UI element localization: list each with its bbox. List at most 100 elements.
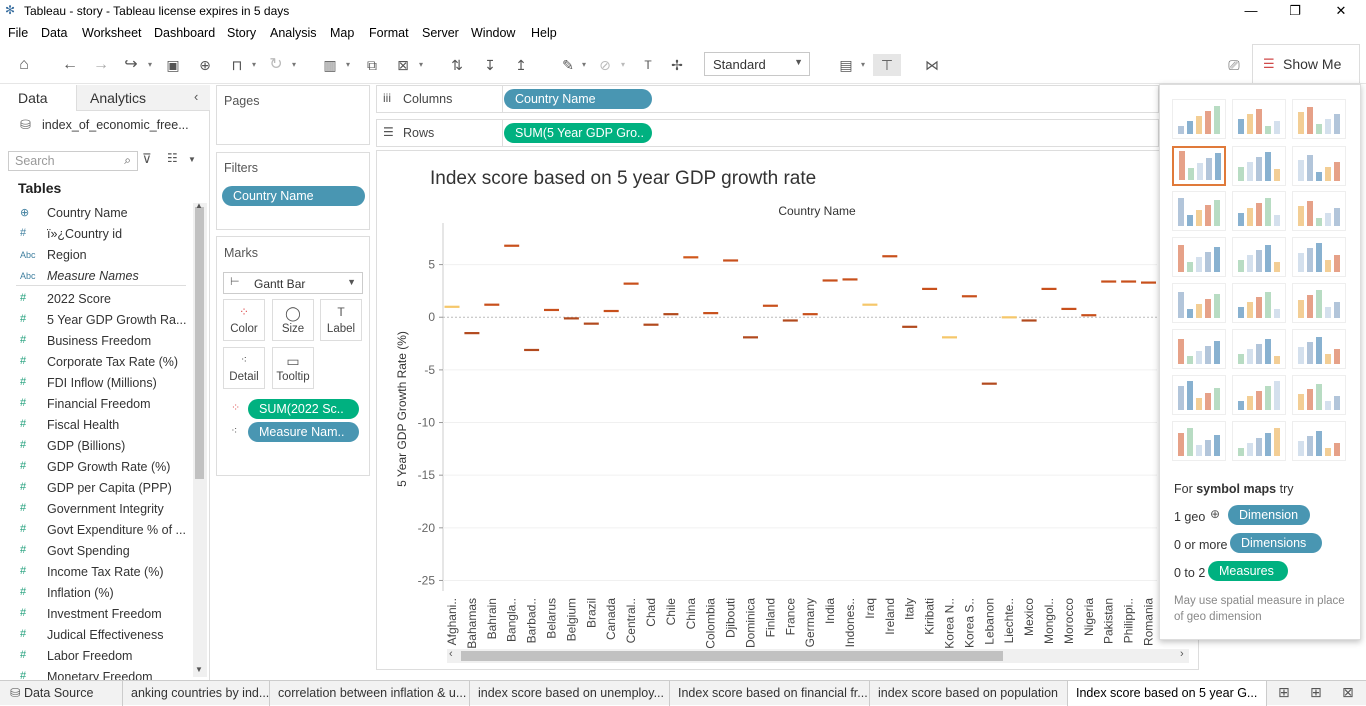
horizontal-scrollbar-thumb[interactable] [461, 651, 1003, 661]
filter-icon[interactable]: ⊽ [142, 151, 152, 166]
home-icon[interactable]: ⌂ [19, 56, 29, 73]
format-paint-icon[interactable]: ⎚ [1228, 57, 1240, 73]
presentation-mode-icon[interactable]: ⊤ [873, 54, 901, 76]
clear-dropdown-icon[interactable]: ▾ [419, 60, 424, 69]
search-input[interactable]: Search ⌕ [8, 151, 138, 171]
tab-sheet-6-active[interactable]: Index score based on 5 year G... [1068, 681, 1267, 706]
clear-sheet-icon[interactable]: ⊠ [397, 57, 409, 73]
chart-type-thumb[interactable] [1292, 99, 1346, 139]
menu-help[interactable]: Help [531, 26, 557, 40]
sort-ascending-icon[interactable]: ↧ [484, 57, 496, 73]
marks-pill-2022-score[interactable]: SUM(2022 Sc.. [248, 399, 359, 419]
fix-axes-icon[interactable]: ✢ [671, 57, 683, 73]
chart-type-thumb[interactable] [1232, 375, 1286, 415]
detail-button[interactable]: ⁖ Detail [223, 347, 265, 389]
group-icon[interactable]: ⊘ [599, 57, 611, 73]
new-worksheet-tab-icon[interactable]: ⊞ [1278, 684, 1290, 700]
fit-dropdown[interactable]: Standard ▼ [704, 52, 810, 76]
datasource-name[interactable]: index_of_economic_free... [42, 118, 189, 132]
restore-button[interactable]: ❐ [1289, 3, 1301, 18]
tab-data[interactable]: Data [18, 90, 48, 106]
chart-type-thumb[interactable] [1172, 146, 1226, 186]
menu-story[interactable]: Story [227, 26, 257, 40]
pages-shelf[interactable]: Pages [216, 85, 370, 145]
scroll-right-icon[interactable]: › [1180, 648, 1184, 660]
mark-type-dropdown[interactable]: ⊢ Gantt Bar ▼ [223, 272, 363, 294]
menu-analysis[interactable]: Analysis [270, 26, 317, 40]
filter-pill-country-name[interactable]: Country Name [222, 186, 365, 206]
menu-window[interactable]: Window [471, 26, 516, 40]
menu-worksheet[interactable]: Worksheet [82, 26, 142, 40]
chart-type-thumb[interactable] [1292, 329, 1346, 369]
size-button[interactable]: ◯ Size [272, 299, 314, 341]
tab-sheet-2[interactable]: correlation between inflation & u... [270, 681, 470, 706]
redo-icon[interactable]: → [93, 56, 109, 73]
pause-dropdown-icon[interactable]: ▾ [252, 60, 257, 69]
tab-sheet-5[interactable]: index score based on population [870, 681, 1068, 706]
tab-analytics[interactable]: Analytics [90, 90, 147, 106]
tab-data-source[interactable]: ⛁ Data Source [0, 681, 123, 706]
rows-pill-gdp-growth[interactable]: SUM(5 Year GDP Gro.. [504, 123, 652, 143]
share-icon[interactable]: ⋈ [925, 57, 939, 73]
chart-type-thumb[interactable] [1292, 283, 1346, 323]
save-icon[interactable]: ▣ [166, 57, 180, 73]
menu-dashboard[interactable]: Dashboard [154, 26, 216, 40]
pause-updates-icon[interactable]: ⊓ [231, 57, 243, 73]
scrollbar-track[interactable]: ▲ ▼ [193, 201, 207, 677]
chart-type-thumb[interactable] [1172, 237, 1226, 277]
new-story-tab-icon[interactable]: ⊠ [1342, 684, 1354, 700]
tab-sheet-1[interactable]: anking countries by ind... [123, 681, 270, 706]
scroll-up-icon[interactable]: ▲ [195, 201, 203, 210]
chart-type-thumb[interactable] [1232, 421, 1286, 461]
horizontal-scrollbar[interactable]: ‹ › [447, 648, 1189, 663]
replay-dropdown-icon[interactable]: ▾ [148, 60, 153, 69]
chart-type-thumb[interactable] [1292, 375, 1346, 415]
show-cards-icon[interactable]: ▤ [839, 57, 853, 73]
new-worksheet-dropdown-icon[interactable]: ▾ [346, 60, 351, 69]
show-cards-dropdown-icon[interactable]: ▾ [861, 60, 866, 69]
columns-shelf[interactable]: iii Columns Country Name [376, 85, 1159, 113]
collapse-pane-icon[interactable]: ‹ [194, 89, 199, 104]
show-labels-icon[interactable]: T [644, 58, 652, 72]
scroll-left-icon[interactable]: ‹ [449, 648, 453, 660]
close-button[interactable]: ✕ [1335, 3, 1347, 18]
minimize-button[interactable]: — [1244, 3, 1258, 18]
chart-type-thumb[interactable] [1232, 191, 1286, 231]
menu-file[interactable]: File [8, 26, 29, 40]
highlight-icon[interactable]: ✎ [562, 57, 574, 73]
view-toggle-icon[interactable]: ☷ [167, 151, 178, 165]
scroll-down-icon[interactable]: ▼ [195, 665, 203, 674]
rows-shelf[interactable]: ☰ Rows SUM(5 Year GDP Gro.. [376, 119, 1159, 147]
new-dashboard-tab-icon[interactable]: ⊞ [1310, 684, 1322, 700]
columns-pill-country-name[interactable]: Country Name [504, 89, 652, 109]
marks-pill-measure-names[interactable]: Measure Nam.. [248, 422, 359, 442]
scrollbar-thumb[interactable] [195, 207, 204, 479]
undo-icon[interactable]: ← [62, 56, 78, 73]
chart-type-thumb[interactable] [1292, 421, 1346, 461]
chart-type-thumb[interactable] [1232, 329, 1286, 369]
replay-icon[interactable]: ↪ [124, 56, 138, 73]
chart-type-thumb[interactable] [1232, 237, 1286, 277]
chart-type-thumb[interactable] [1172, 375, 1226, 415]
menu-data[interactable]: Data [41, 26, 68, 40]
menu-server[interactable]: Server [422, 26, 459, 40]
group-dropdown-icon[interactable]: ▾ [621, 60, 626, 69]
chart-type-thumb[interactable] [1172, 421, 1226, 461]
chart-type-thumb[interactable] [1292, 146, 1346, 186]
chart-type-thumb[interactable] [1292, 191, 1346, 231]
new-datasource-icon[interactable]: ⊕ [199, 57, 211, 73]
refresh-icon[interactable]: ↻ [269, 56, 283, 73]
menu-map[interactable]: Map [330, 26, 355, 40]
duplicate-sheet-icon[interactable]: ⧉ [367, 57, 377, 73]
tab-sheet-4[interactable]: Index score based on financial fr... [670, 681, 870, 706]
new-worksheet-icon[interactable]: ▥ [323, 57, 337, 73]
chart-type-thumb[interactable] [1172, 99, 1226, 139]
filters-shelf[interactable]: Filters Country Name [216, 152, 370, 230]
chart-type-thumb[interactable] [1232, 283, 1286, 323]
chart-type-thumb[interactable] [1292, 237, 1346, 277]
show-me-button[interactable]: ☰ Show Me [1252, 44, 1360, 83]
chart-type-thumb[interactable] [1172, 283, 1226, 323]
chart-type-thumb[interactable] [1232, 146, 1286, 186]
tooltip-button[interactable]: ▭ Tooltip [272, 347, 314, 389]
sort-descending-icon[interactable]: ↥ [515, 57, 527, 73]
